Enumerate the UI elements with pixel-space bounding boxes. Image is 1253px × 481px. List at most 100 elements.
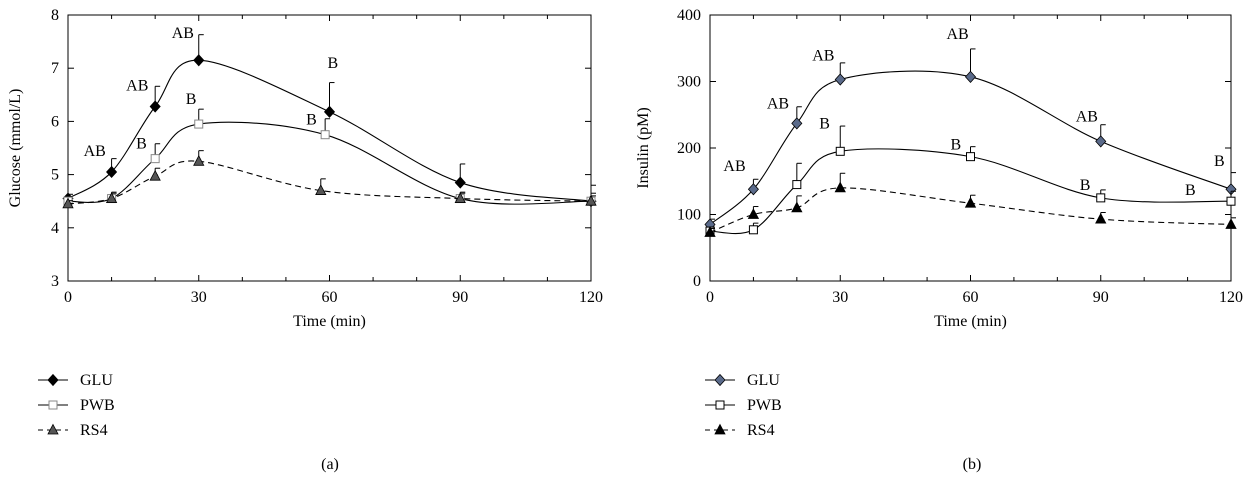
data-point [792, 180, 802, 190]
y-axis-label: Insulin (pM) [635, 107, 652, 188]
y-tick-label: 200 [677, 140, 701, 157]
data-point [193, 154, 205, 166]
data-point [747, 183, 759, 196]
data-point [966, 152, 975, 162]
legend-marker [47, 373, 59, 387]
data-point [964, 70, 977, 83]
data-point [454, 192, 466, 203]
y-tick-label: 0 [693, 273, 701, 290]
data-point [62, 197, 74, 209]
data-point [1225, 218, 1237, 229]
x-tick-label: 60 [963, 289, 979, 306]
data-point [149, 100, 161, 113]
x-tick-label: 120 [579, 289, 603, 306]
y-tick-label: 100 [677, 207, 701, 224]
x-tick-label: 30 [191, 289, 207, 306]
series-glu [704, 48, 1237, 231]
significance-label: AB [767, 95, 789, 112]
data-point [106, 165, 118, 179]
legend: GLU PWB RS4 [705, 372, 782, 439]
data-point [1095, 135, 1107, 148]
data-point [194, 119, 204, 129]
significance-label: B [328, 55, 339, 72]
data-point [1095, 212, 1107, 224]
y-tick-label: 6 [51, 113, 59, 130]
x-tick-label: 120 [1219, 289, 1243, 306]
x-tick-label: 60 [322, 289, 338, 306]
series-line [709, 70, 1232, 225]
series-glu [62, 34, 597, 208]
data-point [964, 196, 977, 208]
data-point [585, 194, 597, 206]
data-point [193, 54, 205, 67]
legend: GLU PWB RS4 [38, 372, 115, 439]
chart-panel-a: 0 30 60 90 120 3 4 5 6 7 8 Time (min) Glucose (mmol/… [7, 7, 603, 473]
x-tick-label: 90 [1093, 289, 1109, 306]
series-line [67, 121, 592, 205]
series-line [709, 187, 1232, 233]
x-tick-label: 0 [706, 289, 714, 306]
panel-label: (a) [321, 456, 339, 473]
legend-marker [714, 423, 726, 435]
significance-label: B [1214, 153, 1225, 170]
data-point [454, 176, 466, 189]
significance-label: AB [126, 78, 148, 95]
significance-label: AB [723, 158, 745, 175]
legend-label: RS4 [747, 422, 775, 439]
series-pwb [705, 125, 1236, 236]
y-tick-label: 4 [51, 220, 59, 237]
x-axis-label: Time (min) [293, 313, 366, 330]
y-axis-label: Glucose (mmol/L) [7, 89, 24, 208]
series-rs4 [704, 172, 1237, 237]
significance-label: B [819, 115, 830, 132]
legend-marker [715, 400, 725, 410]
legend-marker [47, 423, 59, 435]
y-tick-label: 8 [51, 7, 59, 24]
data-point [791, 201, 803, 213]
y-tick-label: 3 [51, 273, 59, 290]
data-point [834, 73, 846, 86]
significance-label: AB [172, 25, 194, 42]
data-point [150, 154, 160, 164]
chart-panel-b: 0 30 60 90 120 0 100 200 300 400 Time (min) Insulin… [635, 7, 1243, 473]
x-tick-label: 0 [64, 289, 72, 306]
x-tick-label: 90 [452, 289, 468, 306]
legend-marker [48, 400, 58, 410]
significance-label: B [306, 112, 317, 129]
significance-label: AB [812, 48, 834, 65]
series-rs4 [62, 150, 597, 209]
legend-label: PWB [80, 397, 115, 414]
significance-label: B [136, 136, 147, 153]
panel-label: (b) [963, 456, 982, 473]
data-point [323, 105, 336, 118]
significance-label: AB [1076, 108, 1098, 125]
data-point [747, 208, 760, 219]
legend-label: RS4 [80, 422, 108, 439]
data-point [791, 117, 803, 130]
data-point [1096, 193, 1106, 203]
significance-label: B [186, 91, 197, 108]
data-point [748, 225, 758, 235]
legend-label: PWB [747, 397, 782, 414]
legend-label: GLU [80, 372, 113, 389]
significance-label: AB [947, 26, 969, 43]
x-axis-label: Time (min) [934, 313, 1007, 330]
legend-label: GLU [747, 372, 780, 389]
significance-label: B [951, 137, 962, 154]
data-point [315, 184, 327, 195]
data-point [105, 192, 118, 203]
data-point [1226, 196, 1236, 206]
x-tick-label: 30 [832, 289, 848, 306]
series-line [709, 148, 1232, 235]
significance-label: B [1185, 182, 1196, 199]
significance-label: B [1080, 177, 1091, 194]
legend-marker [714, 373, 726, 387]
data-point [834, 181, 846, 193]
significance-label: AB [84, 143, 106, 160]
data-point [320, 130, 330, 140]
y-tick-label: 5 [51, 167, 59, 184]
data-point [835, 146, 845, 156]
data-point [704, 226, 716, 237]
